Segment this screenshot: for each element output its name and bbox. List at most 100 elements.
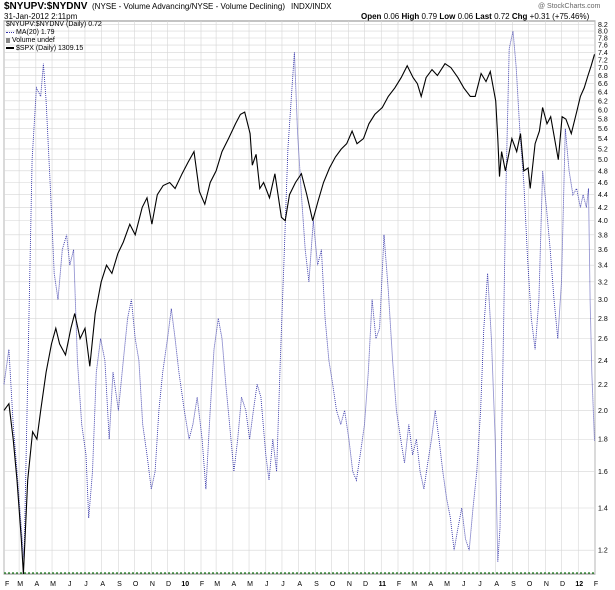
- y-tick-label: 4.2: [598, 205, 608, 212]
- plot-area: [3, 20, 596, 575]
- ma20-series-line: [3, 31, 595, 562]
- x-tick-label: M: [247, 581, 253, 588]
- y-tick-label: 6.4: [598, 90, 608, 97]
- x-tick-label: A: [232, 581, 237, 588]
- x-tick-label: J: [462, 581, 466, 588]
- y-tick-label: 2.8: [598, 316, 608, 323]
- chart-header: $NYUPV:$NYDNV (NYSE - Volume Advancing/N…: [0, 0, 615, 22]
- x-tick-label: M: [50, 581, 56, 588]
- y-tick-label: 4.6: [598, 180, 608, 187]
- y-tick-label: 8.0: [598, 29, 608, 36]
- x-tick-label: M: [411, 581, 417, 588]
- y-tick-label: 7.4: [598, 50, 608, 57]
- low-value: 0.06: [457, 12, 474, 21]
- x-tick-label: J: [478, 581, 482, 588]
- x-tick-label: S: [314, 581, 319, 588]
- y-tick-label: 5.2: [598, 146, 608, 153]
- last-value: 0.72: [494, 12, 510, 21]
- x-tick-label: O: [330, 581, 336, 588]
- open-value: 0.06: [383, 12, 400, 21]
- high-value: 0.79: [421, 12, 438, 21]
- y-tick-label: 6.8: [598, 73, 608, 80]
- x-tick-label: F: [594, 581, 598, 588]
- x-tick-label: D: [363, 581, 368, 588]
- y-tick-label: 4.8: [598, 168, 608, 175]
- x-tick-label: F: [397, 581, 401, 588]
- symbol-title: $NYUPV:$NYDNV: [4, 1, 88, 12]
- y-axis: 1.2 1.4 1.6 1.8 2.0 2.2 2.4 2.6 2.8 3.0 3.2 3.4 3.6 3…: [598, 22, 608, 555]
- y-tick-label: 1.8: [598, 437, 608, 444]
- x-tick-label: A: [100, 581, 105, 588]
- watermark: @ StockCharts.com: [538, 3, 601, 10]
- legend-spx-label: $SPX (Daily) 1309.15: [16, 45, 84, 52]
- legend-ratio-label: $NYUPV:$NYDNV (Daily) 0.72: [6, 21, 102, 28]
- y-tick-label: 3.8: [598, 232, 608, 239]
- y-tick-label: 6.6: [598, 81, 608, 88]
- grid-lines: [3, 21, 596, 574]
- y-tick-label: 2.4: [598, 358, 608, 365]
- chg-label: Chg: [511, 12, 528, 21]
- y-tick-label: 8.2: [598, 22, 608, 29]
- x-tick-label: A: [35, 581, 40, 588]
- y-tick-label: 5.0: [598, 157, 608, 164]
- x-tick-label: A: [297, 581, 302, 588]
- y-tick-label: 5.8: [598, 117, 608, 124]
- x-tick-label: M: [17, 581, 23, 588]
- legend-spx-swatch: [6, 47, 14, 50]
- legend-row-volume: Volume undef: [6, 37, 55, 45]
- datetime-stamp: 31-Jan-2012 2:11pm: [4, 12, 78, 21]
- legend-ma-label: MA(20) 1.79: [16, 29, 55, 36]
- x-tick-label: D: [560, 581, 565, 588]
- y-tick-label: 2.0: [598, 408, 608, 415]
- x-tick-label: N: [347, 581, 352, 588]
- x-tick-label: J: [84, 581, 88, 588]
- x-tick-label: O: [133, 581, 139, 588]
- y-tick-label: 2.2: [598, 382, 608, 389]
- x-tick-label: A: [494, 581, 499, 588]
- low-label: Low: [439, 12, 456, 21]
- legend-row-ratio: $NYUPV:$NYDNV (Daily) 0.72: [6, 21, 102, 29]
- last-label: Last: [475, 12, 492, 21]
- x-tick-label: A: [429, 581, 434, 588]
- x-tick-label: M: [214, 581, 220, 588]
- y-tick-label: 7.8: [598, 36, 608, 43]
- y-tick-label: 4.0: [598, 218, 608, 225]
- y-tick-label: 6.2: [598, 98, 608, 105]
- y-tick-label: 1.6: [598, 469, 608, 476]
- x-tick-label: F: [5, 581, 9, 588]
- y-tick-label: 3.2: [598, 279, 608, 286]
- x-tick-label: 11: [379, 581, 387, 588]
- y-tick-label: 3.0: [598, 297, 608, 304]
- x-tick-label: N: [150, 581, 155, 588]
- exchange-label: INDX/INDX: [291, 2, 332, 11]
- high-label: High: [401, 12, 420, 21]
- y-tick-label: 2.6: [598, 336, 608, 343]
- y-tick-label: 3.4: [598, 263, 608, 270]
- x-axis: F M A M J J A S O N D 10 F M A M J J A S O N D 11 F M A M J J A S O N D 12 F: [5, 581, 598, 588]
- y-tick-label: 5.6: [598, 126, 608, 133]
- x-tick-label: 12: [575, 581, 583, 588]
- legend-row-spx: $SPX (Daily) 1309.15: [6, 45, 83, 53]
- x-tick-label: D: [166, 581, 171, 588]
- x-tick-label: J: [68, 581, 72, 588]
- x-tick-label: F: [200, 581, 204, 588]
- chg-value: +0.31 (+75.46%): [529, 12, 590, 21]
- legend-volume-swatch: [6, 37, 10, 43]
- y-tick-label: 1.2: [598, 548, 608, 555]
- legend-volume-label: Volume undef: [12, 37, 55, 44]
- legend-ma-swatch: [6, 31, 14, 33]
- x-tick-label: N: [544, 581, 549, 588]
- symbol-description: (NYSE - Volume Advancing/NYSE - Volume D…: [92, 2, 285, 11]
- y-tick-label: 7.0: [598, 65, 608, 72]
- legend-row-ma: MA(20) 1.79: [6, 29, 55, 37]
- y-tick-label: 1.4: [598, 506, 608, 513]
- y-tick-label: 7.2: [598, 57, 608, 64]
- y-tick-label: 5.4: [598, 136, 608, 143]
- x-tick-label: M: [444, 581, 450, 588]
- series-group: [3, 31, 596, 575]
- y-tick-label: 4.4: [598, 192, 608, 199]
- spx-series-line: [3, 54, 596, 575]
- y-tick-label: 7.6: [598, 43, 608, 50]
- x-tick-label: J: [281, 581, 285, 588]
- x-tick-label: 10: [181, 581, 189, 588]
